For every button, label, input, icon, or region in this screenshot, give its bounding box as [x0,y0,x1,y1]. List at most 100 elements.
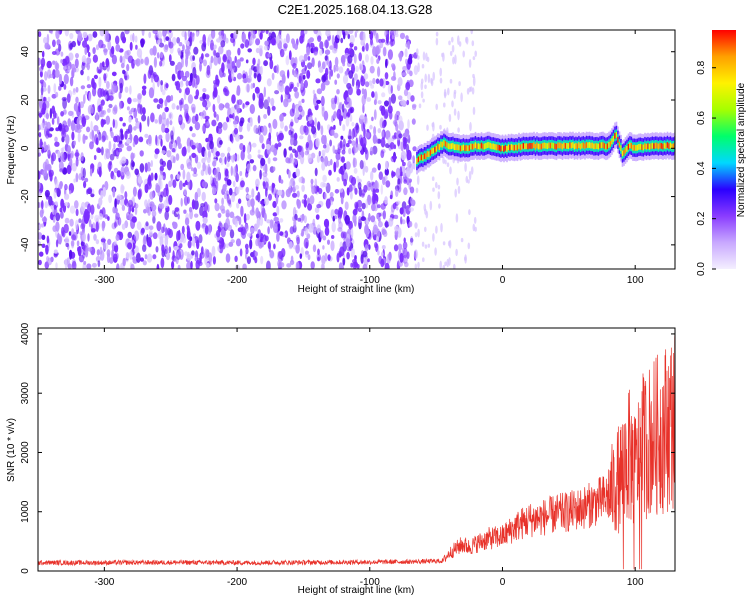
noise-cell [43,37,48,44]
noise-cell [348,70,354,79]
noise-cell [101,135,106,143]
noise-cell [132,141,136,148]
noise-cell [211,119,217,127]
noise-cell [98,39,104,49]
signal-cell [638,144,640,150]
noise-cell [220,40,226,48]
noise-cell [421,63,425,69]
noise-cell [288,50,292,61]
noise-cell [342,124,346,132]
noise-cell [224,102,230,109]
noise-cell [141,30,145,36]
noise-cell [294,158,298,165]
noise-cell [76,117,80,127]
noise-cell [262,181,266,190]
noise-cell [453,263,456,269]
noise-cell [231,136,234,144]
noise-cell [53,204,57,210]
noise-cell [212,90,217,97]
signal-cell [522,142,525,149]
noise-cell [246,163,252,173]
noise-cell [373,126,377,136]
noise-cell [212,160,217,167]
noise-cell [327,62,331,67]
noise-cell [98,197,103,206]
noise-cell [74,124,78,133]
colorbar: 0.00.20.40.60.8 Normalized spectral ampl… [696,30,747,276]
noise-cell [58,85,62,91]
noise-cell [181,75,187,82]
noise-cell [263,60,268,67]
noise-cell [154,153,158,159]
noise-cell [233,166,237,178]
noise-cell [311,185,316,195]
signal-cell [486,142,489,148]
noise-cell [150,74,154,83]
noise-cell [279,48,285,58]
noise-cell [385,180,391,188]
noise-cell [213,50,217,56]
noise-cell [100,250,105,261]
noise-cell [38,232,43,240]
noise-cell [213,55,219,66]
noise-cell [298,177,303,183]
noise-cell [269,124,272,135]
noise-cell [451,36,454,43]
noise-cell [86,126,91,133]
noise-cell [258,45,263,50]
noise-cell [130,159,135,171]
signal-cell [555,143,558,150]
noise-cell [120,143,124,149]
noise-cell [165,83,169,89]
noise-cell [232,112,235,120]
noise-cell [144,183,149,194]
noise-cell [202,88,207,93]
signal-cell [456,144,459,151]
noise-cell [170,94,174,102]
noise-cell [208,252,213,263]
noise-cell [215,151,220,157]
signal-cell [437,143,439,150]
noise-cell [210,175,213,185]
noise-cell [245,247,249,255]
noise-cell [131,206,135,213]
noise-cell [435,31,439,37]
noise-cell [370,215,376,223]
noise-cell [187,94,193,104]
signal-cell [666,142,669,148]
noise-cell [360,76,366,87]
noise-cell [135,44,138,50]
noise-cell [264,235,269,242]
noise-cell [266,78,272,87]
noise-cell [129,133,133,142]
noise-cell [401,72,407,77]
noise-cell [230,239,235,244]
noise-cell [422,98,425,103]
noise-cell [411,118,416,125]
noise-cell [236,202,240,209]
noise-cell [144,162,148,173]
signal-cell [461,145,463,152]
signal-cell [603,143,606,149]
noise-cell [154,172,158,181]
noise-cell [256,217,260,228]
noise-cell [89,141,94,150]
noise-cell [176,37,181,44]
noise-cell [324,49,331,55]
noise-cell [359,114,365,120]
noise-cell [144,254,148,260]
noise-cell [345,116,350,127]
noise-cell [283,148,287,158]
signal-cell [599,142,601,149]
noise-cell [255,47,260,54]
noise-cell [54,60,58,71]
noise-cell [105,135,109,141]
signal-cell [605,143,607,150]
noise-cell [268,132,272,142]
noise-cell [342,257,346,266]
noise-cell [148,134,152,145]
noise-cell [159,166,165,172]
noise-cell [231,69,235,80]
noise-cell [78,101,81,113]
noise-cell [432,71,436,81]
